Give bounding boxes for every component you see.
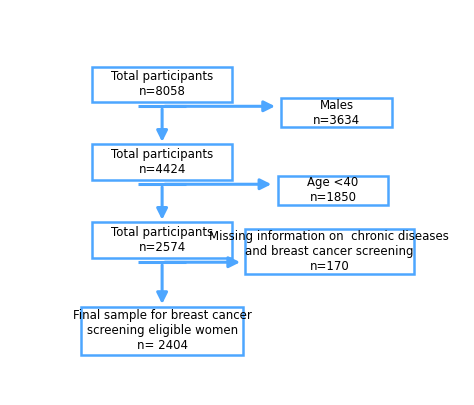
- Text: Total participants
n=4424: Total participants n=4424: [111, 148, 213, 177]
- Text: Total participants
n=2574: Total participants n=2574: [111, 226, 213, 254]
- FancyBboxPatch shape: [82, 307, 243, 355]
- FancyBboxPatch shape: [92, 66, 232, 102]
- Text: Males
n=3634: Males n=3634: [313, 98, 360, 126]
- Text: Missing information on  chronic diseases
and breast cancer screening
n=170: Missing information on chronic diseases …: [210, 230, 449, 273]
- FancyBboxPatch shape: [282, 98, 392, 127]
- Text: Total participants
n=8058: Total participants n=8058: [111, 70, 213, 98]
- Text: Age <40
n=1850: Age <40 n=1850: [307, 177, 358, 205]
- FancyBboxPatch shape: [92, 222, 232, 258]
- FancyBboxPatch shape: [278, 176, 388, 205]
- FancyBboxPatch shape: [92, 145, 232, 180]
- Text: Final sample for breast cancer
screening eligible women
n= 2404: Final sample for breast cancer screening…: [73, 309, 252, 352]
- FancyBboxPatch shape: [245, 229, 414, 274]
